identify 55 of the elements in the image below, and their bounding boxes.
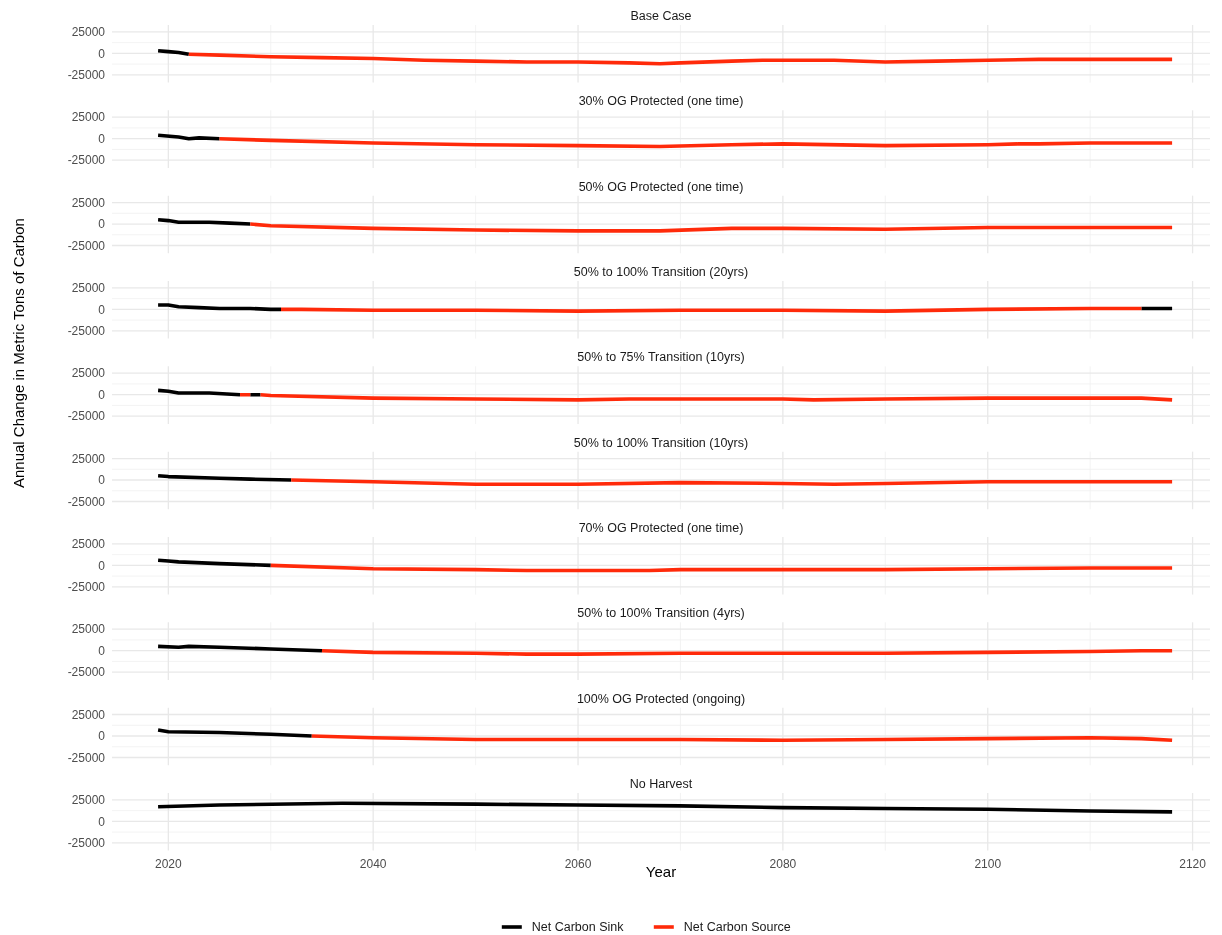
y-tick-label: 25000 <box>71 793 106 808</box>
chart-title: 100% OG Protected (ongoing) <box>576 691 746 706</box>
y-tick-label: -25000 <box>67 836 106 851</box>
chart-title: 50% to 100% Transition (4yrs) <box>577 606 745 621</box>
chart-title: 50% to 100% Transition (20yrs) <box>573 264 749 279</box>
y-tick-label: 25000 <box>71 366 106 381</box>
y-tick-label: 0 <box>98 643 106 658</box>
line-series <box>187 52 1174 66</box>
y-tick-label: 0 <box>98 387 106 402</box>
y-tick-label: -25000 <box>67 153 106 168</box>
line-series <box>217 136 1174 149</box>
chart-title: 50% to 75% Transition (10yrs) <box>577 350 745 365</box>
y-tick-label: -25000 <box>67 665 106 680</box>
x-tick-label: 2020 <box>154 856 182 871</box>
y-axis-title: Annual Change in Metric Tons of Carbon <box>10 218 27 489</box>
y-tick-label: -25000 <box>67 324 106 339</box>
y-tick-label: 0 <box>98 46 106 61</box>
chart-title: 70% OG Protected (one time) <box>578 520 744 535</box>
y-tick-label: 25000 <box>71 195 106 210</box>
y-tick-label: 25000 <box>71 110 106 125</box>
y-tick-label: -25000 <box>67 580 106 595</box>
x-axis-title: Year <box>645 863 677 880</box>
y-tick-label: -25000 <box>67 409 106 424</box>
y-tick-label: 25000 <box>71 25 106 40</box>
line-series <box>156 801 1174 814</box>
chart-title: Base Case <box>630 9 692 23</box>
y-tick-label: 0 <box>98 302 106 317</box>
chart-title: No Harvest <box>629 776 693 791</box>
line-series <box>156 728 314 738</box>
y-tick-label: -25000 <box>67 238 106 253</box>
chart-title: 50% OG Protected (one time) <box>578 179 744 194</box>
x-tick-label: 2080 <box>769 856 797 871</box>
y-tick-label: 0 <box>98 473 106 488</box>
y-tick-label: -25000 <box>67 68 106 83</box>
chart-title: 50% to 100% Transition (10yrs) <box>573 435 749 450</box>
chart-title: 30% OG Protected (one time) <box>578 94 744 109</box>
legend-label: Net Carbon Source <box>683 920 791 935</box>
y-tick-label: 0 <box>98 558 106 573</box>
x-tick-label: 2100 <box>974 856 1002 871</box>
y-tick-label: 0 <box>98 217 106 232</box>
y-tick-label: 25000 <box>71 281 106 296</box>
y-tick-label: 0 <box>98 131 106 146</box>
y-tick-label: -25000 <box>67 494 106 509</box>
legend-label: Net Carbon Sink <box>531 920 625 935</box>
y-tick-label: 25000 <box>71 622 106 637</box>
y-tick-label: 25000 <box>71 451 106 466</box>
y-tick-label: 0 <box>98 729 106 744</box>
y-tick-label: 25000 <box>71 707 106 722</box>
x-tick-label: 2040 <box>359 856 387 871</box>
line-series <box>248 222 1174 233</box>
x-tick-label: 2120 <box>1179 856 1207 871</box>
y-tick-label: 0 <box>98 814 106 829</box>
y-tick-label: -25000 <box>67 750 106 765</box>
y-tick-label: 25000 <box>71 537 106 552</box>
x-tick-label: 2060 <box>564 856 592 871</box>
